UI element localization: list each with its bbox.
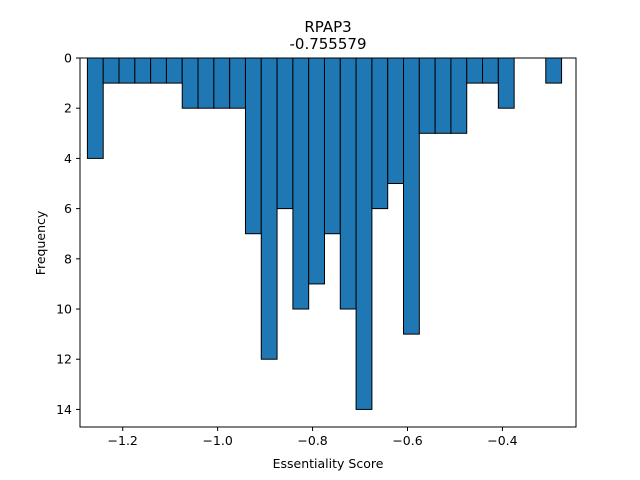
x-tick-label: −0.4 <box>487 433 517 448</box>
x-tick-label: −1.2 <box>108 433 138 448</box>
y-tick-label: 14 <box>56 402 72 417</box>
histogram-bar <box>308 57 325 285</box>
y-tick-label: 8 <box>64 251 72 266</box>
y-tick-label: 0 <box>64 51 72 66</box>
chart-title: RPAP3 <box>304 18 351 36</box>
histogram-bar <box>181 57 199 109</box>
y-tick-label: 4 <box>64 151 72 166</box>
histogram-bar <box>165 57 183 84</box>
histogram-bar <box>545 57 563 84</box>
histogram-bar <box>197 57 215 109</box>
histogram-bar <box>244 57 262 235</box>
histogram-bar <box>134 57 152 84</box>
histogram-bar <box>276 57 294 210</box>
histogram-bar <box>229 57 246 109</box>
histogram-bar <box>118 57 136 84</box>
x-tick-label: −1.0 <box>202 433 232 448</box>
histogram-bar <box>213 57 231 109</box>
histogram-bar <box>450 57 468 134</box>
y-axis-ticks: 0 2 4 6 8 10 12 14 <box>56 51 80 417</box>
plot-frame <box>79 57 577 428</box>
y-axis-label: Frequency <box>33 210 48 275</box>
histogram-bar <box>339 57 357 310</box>
y-tick-label: 2 <box>64 101 72 116</box>
histogram-bar <box>150 57 167 84</box>
histogram-bar <box>497 57 515 109</box>
histogram-bar <box>418 57 436 134</box>
y-tick-label: 6 <box>64 201 72 216</box>
histogram-bar <box>355 57 373 410</box>
histogram-bar <box>292 57 310 310</box>
histogram-bar <box>371 57 389 210</box>
histogram-bar <box>260 57 278 360</box>
histogram-bar <box>403 57 420 335</box>
x-axis-ticks: −1.2 −1.0 −0.8 −0.6 −0.4 <box>108 427 518 448</box>
y-tick-label: 12 <box>56 352 72 367</box>
x-tick-label: −0.8 <box>297 433 327 448</box>
x-axis-label: Essentiality Score <box>273 456 384 471</box>
histogram-bar <box>102 57 120 84</box>
histogram-bar <box>482 57 499 84</box>
histogram-bar <box>387 57 405 185</box>
chart-subtitle: -0.755579 <box>290 35 367 53</box>
histogram-bar <box>86 57 104 159</box>
histogram-bar <box>323 57 341 235</box>
bars-group <box>86 57 563 410</box>
histogram-bar <box>434 57 452 134</box>
histogram-bar <box>466 57 484 84</box>
y-tick-label: 10 <box>56 302 72 317</box>
x-tick-label: −0.6 <box>392 433 422 448</box>
